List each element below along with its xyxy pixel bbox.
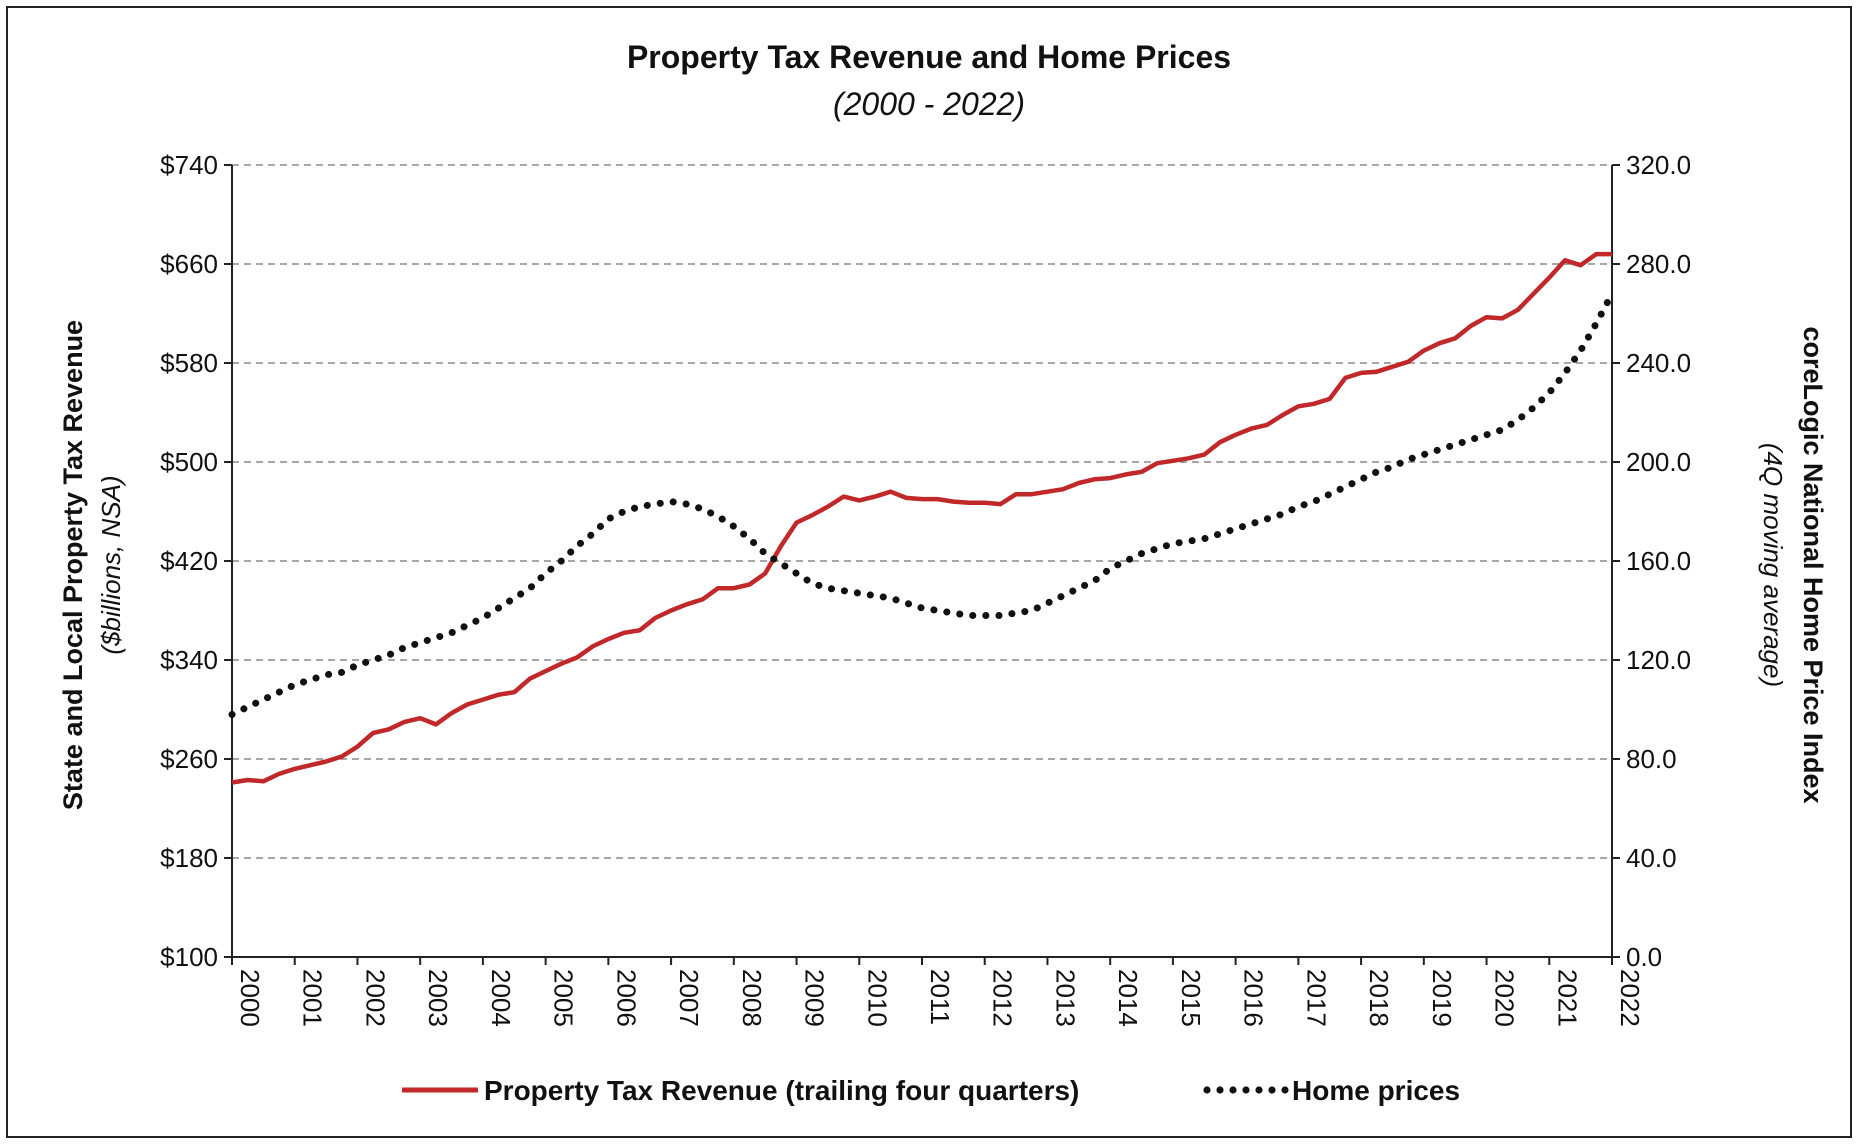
right-tick-label: 120.0 [1626, 645, 1691, 675]
left-tick-label: $100 [160, 942, 218, 972]
x-tick-label: 2002 [360, 969, 390, 1027]
legend-dot [1203, 1086, 1211, 1094]
right-tick-label: 40.0 [1626, 843, 1677, 873]
x-tick-label: 2006 [611, 969, 641, 1027]
chart-subtitle: (2000 - 2022) [833, 86, 1025, 122]
left-tick-label: $180 [160, 843, 218, 873]
left-tick-label: $420 [160, 546, 218, 576]
series-group [228, 251, 1616, 785]
axes [224, 164, 1620, 965]
chart-title: Property Tax Revenue and Home Prices [627, 39, 1231, 75]
right-axis-ticks: 320.0 280.0 240.0 200.0 160.0 120.0 80.0 40.0 0.… [1626, 150, 1691, 972]
legend: Property Tax Revenue (trailing four quar… [402, 1075, 1460, 1106]
x-tick-label: 2021 [1552, 969, 1582, 1027]
right-tick-label: 280.0 [1626, 249, 1691, 279]
left-axis-ticks: $740 $660 $580 $500 $420 $340 $260 $180 $100 [160, 150, 218, 972]
x-tick-label: 2015 [1176, 969, 1206, 1027]
x-tick-label: 2014 [1113, 969, 1143, 1027]
x-tick-label: 2017 [1301, 969, 1331, 1027]
legend-dot [1255, 1086, 1263, 1094]
left-tick-label: $260 [160, 744, 218, 774]
right-tick-label: 0.0 [1626, 942, 1662, 972]
x-tick-label: 2019 [1427, 969, 1457, 1027]
legend-label-property-tax: Property Tax Revenue (trailing four quar… [484, 1075, 1079, 1106]
series-line-property-tax [231, 251, 1612, 785]
legend-dot [1229, 1086, 1237, 1094]
x-tick-label: 2000 [235, 969, 265, 1027]
left-tick-label: $740 [160, 150, 218, 180]
left-tick-label: $660 [160, 249, 218, 279]
x-tick-label: 2020 [1490, 969, 1520, 1027]
right-tick-label: 200.0 [1626, 447, 1691, 477]
x-axis-ticks: 2000 2001 2002 2003 2004 2005 2006 2007 2008 2009… [235, 969, 1645, 1027]
legend-dot [1242, 1086, 1250, 1094]
x-tick-label: 2013 [1050, 969, 1080, 1027]
left-tick-label: $340 [160, 645, 218, 675]
x-tick-label: 2003 [423, 969, 453, 1027]
x-tick-label: 2009 [800, 969, 830, 1027]
right-tick-label: 160.0 [1626, 546, 1691, 576]
x-tick-label: 2010 [862, 969, 892, 1027]
right-tick-label: 320.0 [1626, 150, 1691, 180]
left-tick-label: $500 [160, 447, 218, 477]
legend-dot [1281, 1086, 1289, 1094]
left-axis-label: State and Local Property Tax Revenue [58, 320, 88, 810]
x-tick-label: 2005 [549, 969, 579, 1027]
x-tick-label: 2011 [925, 969, 955, 1025]
x-tick-label: 2001 [298, 969, 328, 1027]
x-tick-label: 2008 [737, 969, 767, 1027]
chart-frame [6, 6, 1852, 1138]
x-tick-label: 2016 [1239, 969, 1269, 1027]
legend-dot [1216, 1086, 1224, 1094]
series-line-home-prices [228, 290, 1616, 718]
legend-swatch-home-prices [1203, 1086, 1289, 1094]
x-tick-label: 2004 [486, 969, 516, 1027]
legend-dot [1268, 1086, 1276, 1094]
x-tick-label: 2012 [988, 969, 1018, 1027]
right-tick-label: 80.0 [1626, 744, 1677, 774]
left-tick-label: $580 [160, 348, 218, 378]
legend-label-home-prices: Home prices [1292, 1075, 1460, 1106]
right-tick-label: 240.0 [1626, 348, 1691, 378]
gridlines [232, 164, 1612, 859]
right-axis-sublabel: (4Q moving average) [1758, 443, 1788, 687]
left-axis-sublabel: ($billions, NSA) [96, 475, 126, 654]
x-tick-label: 2018 [1364, 969, 1394, 1027]
x-tick-label: 2022 [1615, 969, 1645, 1027]
right-axis-label: coreLogic National Home Price Index [1798, 326, 1828, 803]
x-tick-label: 2007 [674, 969, 704, 1027]
